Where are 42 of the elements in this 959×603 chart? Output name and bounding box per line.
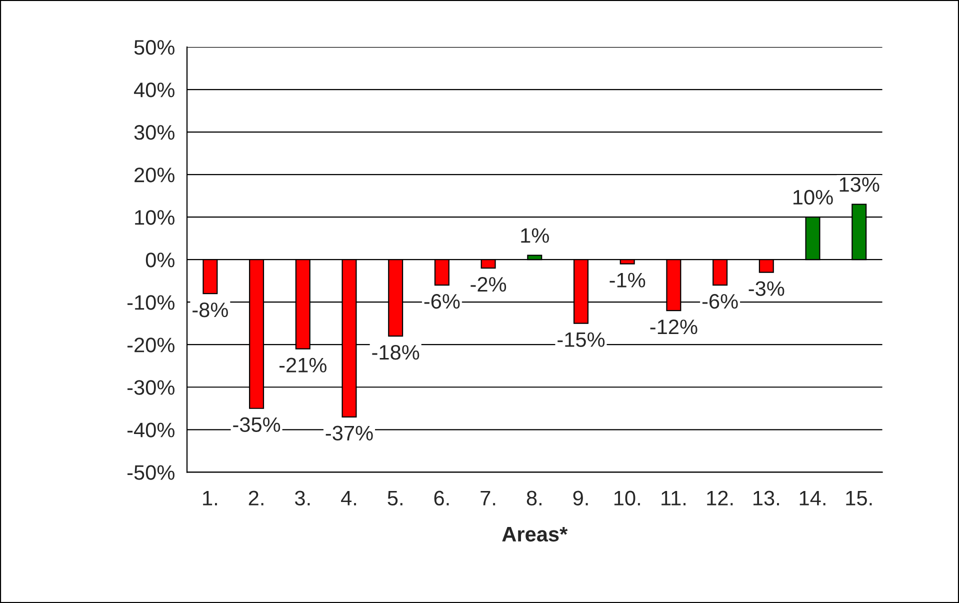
data-label: -18% (372, 344, 420, 360)
x-tick-label: 3. (294, 490, 310, 506)
x-tick-label: 14. (800, 490, 826, 506)
data-label: -21% (279, 358, 326, 372)
x-tick-label: 7. (480, 490, 496, 506)
x-tick-label: 1. (203, 490, 217, 506)
data-label: 1% (521, 228, 549, 243)
data-label: -15% (558, 332, 605, 347)
y-tick-label: 50% (134, 40, 174, 55)
x-tick-label: 8. (526, 490, 542, 506)
data-label: 13% (840, 177, 880, 192)
y-tick-label: 0% (146, 252, 174, 268)
x-tick-label: 4. (341, 490, 356, 506)
data-label: -2% (470, 276, 506, 292)
data-label: -6% (424, 294, 460, 309)
data-label: 10% (793, 190, 833, 205)
x-tick-label: 2. (248, 490, 264, 506)
x-tick-label: 13. (754, 490, 779, 506)
x-tick-label: 5. (388, 490, 402, 506)
y-tick-label: -40% (127, 422, 174, 438)
x-tick-label: 12. (707, 490, 733, 506)
y-tick-label: 30% (134, 125, 174, 140)
y-tick-label: 10% (135, 210, 174, 225)
data-label: -6% (702, 294, 738, 309)
y-tick-label: -10% (127, 295, 174, 310)
y-tick-label: -30% (127, 380, 174, 395)
y-tick-label: -20% (127, 338, 174, 352)
y-tick-label: 40% (134, 82, 174, 98)
data-label: -35% (233, 417, 280, 432)
x-tick-label: 15. (846, 490, 872, 506)
data-label: -3% (748, 281, 784, 296)
x-tick-label: 6. (434, 490, 449, 506)
y-tick-label: -50% (127, 465, 174, 480)
x-tick-label: 11. (662, 490, 686, 506)
data-label: -12% (650, 319, 698, 334)
y-tick-label: 20% (134, 168, 174, 182)
data-label: -8% (192, 302, 228, 318)
x-axis-title: Areas* (502, 527, 568, 542)
data-label: -37% (326, 426, 373, 441)
x-tick-label: 10. (614, 490, 640, 506)
data-label: -1% (610, 272, 646, 288)
x-tick-label: 9. (573, 490, 588, 506)
